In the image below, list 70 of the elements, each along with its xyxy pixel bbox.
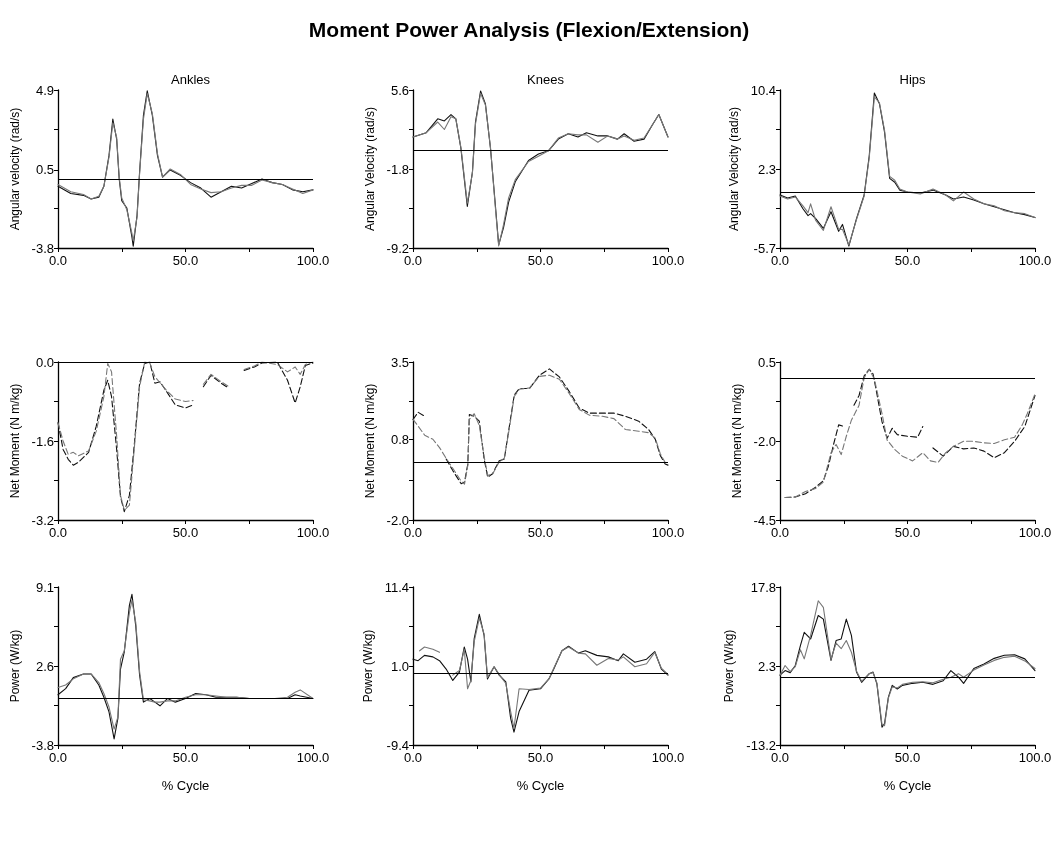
- y-axis-title: Net Moment (N m/kg): [362, 383, 377, 499]
- text: Moment Power Analysis (Flexion/Extension): [307, 18, 751, 42]
- x-tick-label: 50.0: [172, 750, 199, 765]
- y-tick-label: -3.2: [31, 512, 54, 528]
- y-tick-label: -3.8: [31, 737, 54, 753]
- y-tick-label: -13.2: [746, 737, 776, 753]
- x-tick-label: 50.0: [527, 750, 554, 765]
- y-tick-label: -9.4: [386, 737, 409, 753]
- y-tick-label: 1.0: [390, 658, 409, 674]
- x-tick-label: 100.0: [1018, 253, 1052, 268]
- y-tick-label: 5.6: [390, 82, 409, 98]
- chart-title: Hips: [899, 72, 926, 87]
- chart-title: Knees: [527, 72, 565, 87]
- y-tick-label: -4.5: [753, 512, 776, 528]
- x-tick-label: 100.0: [651, 525, 685, 540]
- y-axis-title: Angular velocity (rad/s): [7, 107, 22, 231]
- y-tick-label: 0.5: [35, 162, 54, 178]
- x-tick-label: 50.0: [527, 525, 554, 540]
- y-tick-label: 4.9: [35, 82, 54, 98]
- x-tick-label: 50.0: [894, 750, 921, 765]
- x-tick-label: 0.0: [403, 253, 423, 268]
- y-tick-label: -1.6: [31, 433, 54, 449]
- y-tick-label: 0.0: [35, 354, 54, 370]
- y-tick-label: 10.4: [750, 82, 776, 98]
- x-tick-label: 50.0: [172, 253, 199, 268]
- x-tick-label: 100.0: [1018, 525, 1052, 540]
- x-tick-label: 100.0: [296, 253, 330, 268]
- x-tick-label: 100.0: [651, 253, 685, 268]
- y-tick-label: -5.7: [753, 240, 776, 256]
- x-tick-label: 0.0: [403, 525, 423, 540]
- x-tick-label: 0.0: [48, 253, 68, 268]
- y-tick-label: 2.3: [757, 161, 776, 177]
- x-axis-title: % Cycle: [516, 778, 565, 793]
- y-tick-label: -9.2: [386, 240, 409, 256]
- x-tick-label: 50.0: [527, 253, 554, 268]
- y-tick-label: 17.8: [750, 579, 776, 595]
- x-tick-label: 50.0: [172, 525, 199, 540]
- y-tick-label: 3.5: [390, 354, 409, 370]
- x-tick-label: 100.0: [1018, 750, 1052, 765]
- x-tick-label: 0.0: [770, 525, 790, 540]
- y-tick-label: -2.0: [386, 512, 409, 528]
- y-tick-label: 2.3: [757, 658, 776, 674]
- y-axis-title: Angular Velocity (rad/s): [726, 106, 741, 232]
- y-tick-label: -2.0: [753, 433, 776, 449]
- y-axis-title: Angular Velocity (rad/s): [362, 106, 377, 232]
- x-tick-label: 100.0: [296, 525, 330, 540]
- x-axis-title: % Cycle: [161, 778, 210, 793]
- y-tick-label: -3.8: [31, 240, 54, 256]
- y-axis-title: Power (W/kg): [360, 629, 375, 703]
- x-tick-label: 0.0: [403, 750, 423, 765]
- y-tick-label: -1.8: [386, 161, 409, 177]
- y-tick-label: 11.4: [384, 579, 409, 595]
- x-tick-label: 50.0: [894, 253, 921, 268]
- x-tick-label: 0.0: [770, 253, 790, 268]
- chart-title: Ankles: [170, 72, 211, 87]
- x-tick-label: 100.0: [296, 750, 330, 765]
- x-tick-label: 0.0: [48, 525, 68, 540]
- x-tick-label: 100.0: [651, 750, 685, 765]
- y-tick-label: 2.6: [35, 659, 54, 675]
- x-tick-label: 0.0: [770, 750, 790, 765]
- y-axis-title: Power (W/kg): [722, 629, 737, 703]
- y-tick-label: 9.1: [35, 579, 54, 595]
- y-tick-label: 0.8: [390, 432, 409, 448]
- y-axis-title: Power (W/kg): [7, 629, 22, 703]
- y-axis-title: Net Moment (N m/kg): [729, 383, 744, 499]
- y-tick-label: 0.5: [757, 354, 776, 370]
- x-tick-label: 50.0: [894, 525, 921, 540]
- x-tick-label: 0.0: [48, 750, 68, 765]
- y-axis-title: Net Moment (N m/kg): [7, 383, 22, 499]
- x-axis-title: % Cycle: [883, 778, 932, 793]
